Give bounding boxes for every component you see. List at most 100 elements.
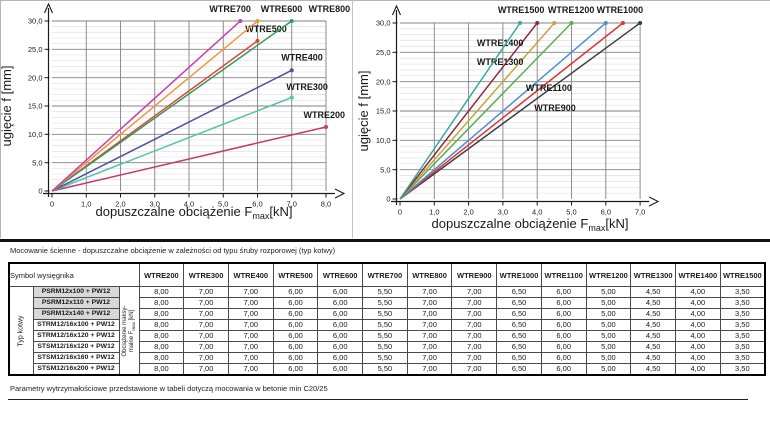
- value-cell: 6,50: [496, 319, 542, 331]
- x-tick-label: 1,0: [81, 200, 91, 209]
- value-cell: 4,00: [674, 352, 721, 364]
- series-line: [399, 22, 624, 200]
- anchor-type-label: STRM12/16x120 + PW12: [32, 330, 120, 342]
- y-tick-label: 30,0: [376, 19, 391, 28]
- value-cell: 5,00: [585, 363, 632, 376]
- value-cell: 4,50: [630, 319, 676, 331]
- y-tick-label: 5,0: [32, 158, 42, 167]
- value-cell: 6,50: [496, 308, 542, 320]
- y-tick-label: 0: [386, 195, 390, 204]
- value-cell: 7,00: [406, 363, 453, 376]
- value-cell: 3,50: [719, 363, 766, 376]
- series-line: [51, 20, 241, 192]
- x-tick-label: 7,0: [287, 200, 297, 209]
- column-header: WTRE700: [362, 262, 408, 287]
- max-load-header-label: Obciążenie maksy-malne Fmax [kN]: [121, 304, 136, 357]
- anchor-type-label: STSM12/16x160 + PW12: [32, 352, 120, 364]
- y-tick-label: 20,0: [376, 77, 391, 86]
- value-cell: 5,00: [585, 308, 632, 320]
- section-divider-bar: [0, 239, 770, 242]
- value-cell: 3,50: [719, 352, 766, 364]
- series-line: [399, 22, 538, 200]
- value-cell: 5,50: [362, 308, 408, 320]
- value-cell: 3,50: [719, 341, 766, 353]
- series-label: WTRE1400: [477, 38, 524, 48]
- value-cell: 5,00: [585, 297, 632, 309]
- value-cell: 7,00: [406, 286, 453, 298]
- x-tick-label: 5,0: [566, 208, 576, 217]
- anchor-type-label: PSRM12x100 + PW12: [32, 286, 120, 298]
- frame-left-line: [0, 0, 1, 238]
- series-label: WTRE700: [209, 4, 251, 14]
- value-cell: 6,00: [272, 341, 319, 353]
- value-cell: 8,00: [138, 308, 185, 320]
- value-cell: 7,00: [406, 352, 453, 364]
- series-label: WTRE900: [534, 103, 576, 113]
- column-header: WTRE800: [406, 262, 453, 287]
- value-cell: 5,50: [362, 341, 408, 353]
- x-tick-label: 3,0: [498, 208, 508, 217]
- value-cell: 5,00: [585, 286, 632, 298]
- value-cell: 7,00: [451, 319, 498, 331]
- y-tick-label: 30,0: [28, 17, 43, 26]
- x-tick-label: 7,0: [635, 208, 645, 217]
- value-cell: 7,00: [227, 341, 274, 353]
- series-line: [51, 20, 258, 192]
- value-cell: 7,00: [406, 341, 453, 353]
- x-axis-arrow-icon: [648, 196, 660, 207]
- anchor-type-label: STSM12/16x120 + PW12: [32, 341, 120, 353]
- value-cell: 5,00: [585, 330, 632, 342]
- value-cell: 3,50: [719, 308, 766, 320]
- value-cell: 7,00: [406, 330, 453, 342]
- value-cell: 7,00: [227, 330, 274, 342]
- series-line: [399, 22, 607, 200]
- row-group-label: Typ kotwy: [17, 314, 25, 347]
- x-tick-label: 6,0: [252, 200, 262, 209]
- value-cell: 8,00: [138, 319, 185, 331]
- value-cell: 8,00: [138, 352, 185, 364]
- value-cell: 7,00: [227, 308, 274, 320]
- deflection-chart-right: 0 5,0 10,0 15,0 20,0 25,0 30,0 0 1,0 2,0 3,0 4,0 5,0…: [356, 4, 660, 233]
- y-tick-label: 10,0: [376, 136, 391, 145]
- value-cell: 5,50: [362, 286, 408, 298]
- anchor-load-table: Symbol wysięgnika WTRE200 WTRE300 WTRE400 W…: [8, 262, 766, 376]
- x-tick-label: 4,0: [184, 200, 194, 209]
- value-cell: 3,50: [719, 330, 766, 342]
- series-endpoint-marker: [620, 20, 625, 25]
- y-tick-label: 0: [38, 187, 42, 196]
- value-cell: 7,00: [183, 330, 229, 342]
- x-tick-label: 1,0: [429, 208, 439, 217]
- anchor-type-label: PSRM12x110 + PW12: [32, 297, 120, 309]
- table-header-row: Symbol wysięgnika WTRE200 WTRE300 WTRE400 W…: [8, 262, 766, 287]
- value-cell: 6,50: [496, 297, 542, 309]
- value-cell: 5,50: [362, 352, 408, 364]
- y-tick-label: 20,0: [28, 73, 43, 82]
- table-row: STSM12/16x160 + PW12 8,00 7,00 7,00 6,00 6,00…: [9, 352, 766, 364]
- series-label: WTRE1500: [498, 5, 545, 15]
- series-endpoint-marker: [638, 20, 643, 25]
- series-label: WTRE200: [304, 110, 346, 120]
- value-cell: 8,00: [138, 341, 185, 353]
- anchor-type-label: PSRM12x140 + PW12: [32, 308, 120, 320]
- value-cell: 6,00: [540, 330, 587, 342]
- series-endpoint-marker: [603, 20, 608, 25]
- value-cell: 4,00: [674, 297, 721, 309]
- series-line: [399, 22, 555, 200]
- value-cell: 7,00: [406, 319, 453, 331]
- value-cell: 7,00: [451, 341, 498, 353]
- table-row: STRM12/16x120 + PW12 8,00 7,00 7,00 6,00 6,00…: [9, 330, 766, 342]
- table-row: Typ kotwy PSRM12x100 + PW12 Obciążenie mak…: [8, 286, 766, 376]
- table-title: Mocowanie ścienne - dopuszczalne obciąże…: [10, 246, 336, 255]
- value-cell: 5,50: [362, 363, 408, 376]
- value-cell: 6,00: [317, 341, 364, 353]
- y-tick-label: 15,0: [28, 102, 43, 111]
- value-cell: 7,00: [451, 363, 498, 376]
- value-cell: 3,50: [719, 319, 766, 331]
- series-label: WTRE400: [281, 53, 323, 63]
- column-header: WTRE500: [272, 262, 319, 287]
- value-cell: 4,50: [630, 341, 676, 353]
- value-cell: 7,00: [227, 363, 274, 376]
- series-label: WTRE500: [245, 24, 287, 34]
- series-endpoint-marker: [289, 68, 294, 73]
- value-cell: 5,00: [585, 341, 632, 353]
